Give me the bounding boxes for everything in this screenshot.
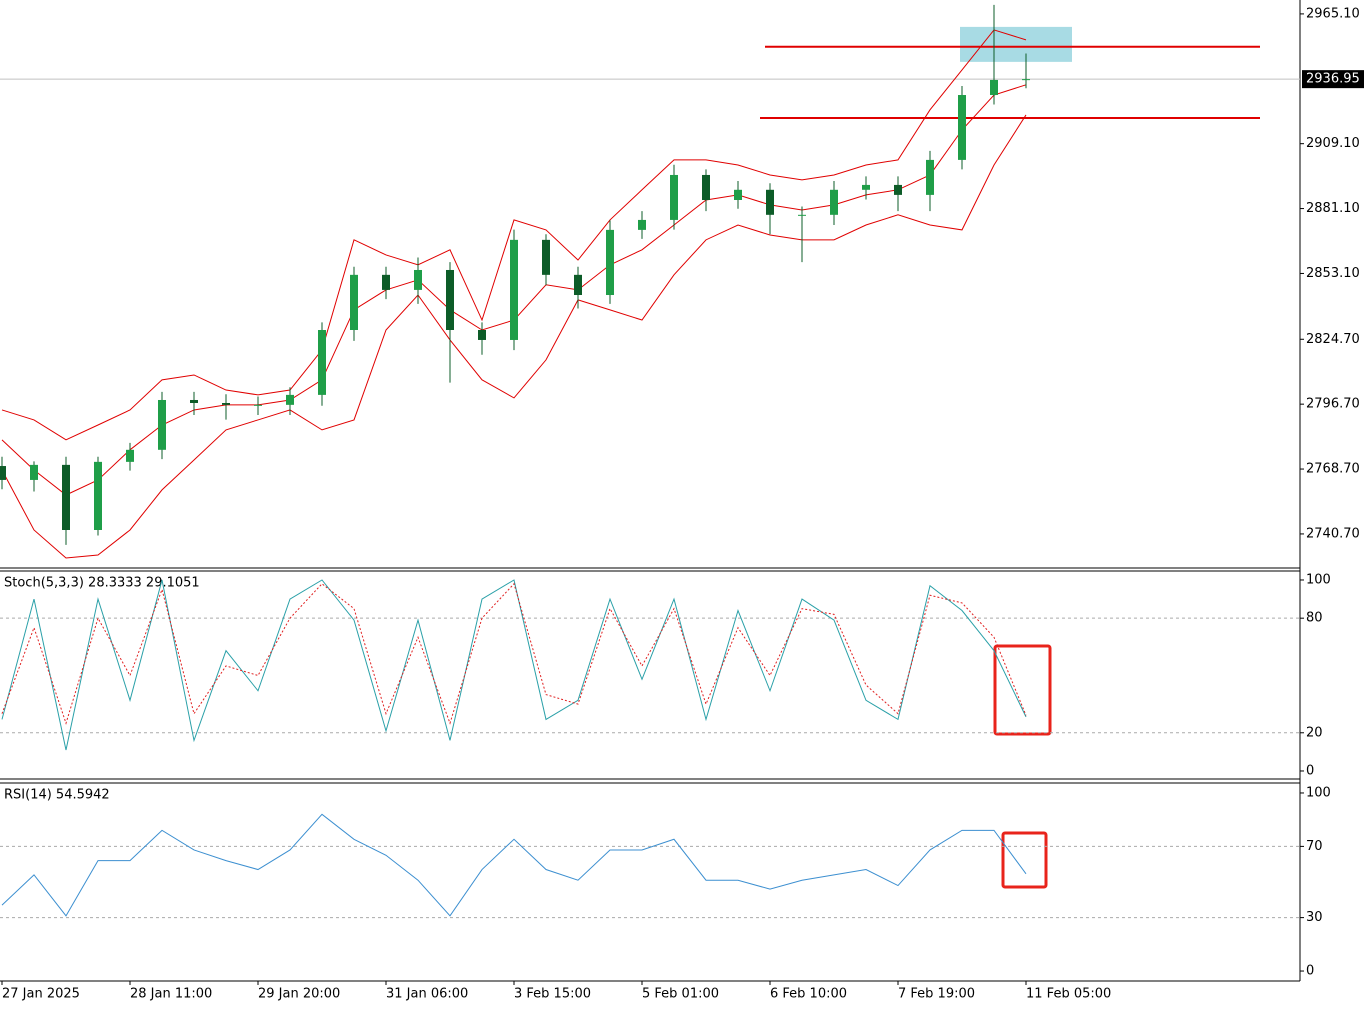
y-tick-label: 100 (1306, 572, 1331, 587)
candle-body (638, 219, 646, 230)
candle-body (574, 274, 582, 296)
candle-body (958, 95, 966, 160)
x-tick-label: 6 Feb 10:00 (770, 987, 847, 1002)
candle-body (94, 461, 102, 530)
candle-body (222, 402, 230, 405)
x-tick-label: 7 Feb 19:00 (898, 987, 975, 1002)
candle-body (126, 449, 134, 462)
y-tick-label: 20 (1306, 725, 1323, 740)
x-tick-label: 3 Feb 15:00 (514, 987, 591, 1002)
y-tick-label: 2909.10 (1306, 136, 1360, 151)
candle-body (414, 269, 422, 290)
candle-body (542, 239, 550, 275)
highlight-zone (960, 26, 1072, 62)
y-tick-label: 80 (1306, 611, 1323, 626)
x-tick-label: 28 Jan 11:00 (130, 987, 212, 1002)
candle-body (1022, 79, 1030, 81)
last-price-box (1302, 70, 1364, 89)
candle-body (702, 174, 710, 200)
indicator-title: RSI(14) 54.5942 (4, 788, 110, 803)
last-price-label: 2936.95 (1306, 72, 1360, 87)
x-tick-label: 29 Jan 20:00 (258, 987, 340, 1002)
x-tick-label: 11 Feb 05:00 (1026, 987, 1111, 1002)
candle-body (158, 399, 166, 450)
indicator-title: Stoch(5,3,3) 28.3333 29.1051 (4, 576, 200, 591)
y-tick-label: 2853.10 (1306, 266, 1360, 281)
candle-body (62, 464, 70, 530)
x-tick-label: 27 Jan 2025 (2, 987, 80, 1002)
y-tick-label: 2965.10 (1306, 6, 1360, 21)
y-tick-label: 2768.70 (1306, 462, 1360, 477)
highlight-box (993, 644, 1052, 736)
y-tick-label: 2740.70 (1306, 526, 1360, 541)
candle-body (350, 274, 358, 331)
y-tick-label: 2881.10 (1306, 201, 1360, 216)
candle-body (478, 330, 486, 340)
candle-body (798, 214, 806, 216)
highlight-box (1001, 831, 1048, 889)
indicator-line (1, 582, 1027, 725)
candle-body (734, 189, 742, 200)
y-tick-label: 2796.70 (1306, 397, 1360, 412)
candle-body (926, 159, 934, 195)
bollinger-band (1, 114, 1027, 559)
y-tick-label: 0 (1306, 763, 1314, 778)
candle-body (254, 404, 262, 406)
candle-body (382, 274, 390, 290)
candle-body (30, 464, 38, 480)
y-tick-label: 2824.70 (1306, 332, 1360, 347)
bollinger-band (1, 29, 1027, 441)
y-tick-label: 70 (1306, 839, 1323, 854)
y-tick-label: 100 (1306, 785, 1331, 800)
candle-body (286, 394, 294, 405)
candle-body (766, 189, 774, 215)
indicator-line (1, 579, 1027, 751)
candle-body (862, 184, 870, 190)
candle-body (0, 466, 6, 480)
candle-body (190, 399, 198, 403)
candle-body (830, 189, 838, 215)
candle-body (990, 79, 998, 96)
x-tick-label: 31 Jan 06:00 (386, 987, 468, 1002)
candle-body (606, 229, 614, 296)
candle-body (670, 174, 678, 220)
candle-body (318, 330, 326, 395)
y-tick-label: 0 (1306, 964, 1314, 979)
x-tick-label: 5 Feb 01:00 (642, 987, 719, 1002)
candle-body (510, 239, 518, 340)
candle-body (894, 184, 902, 195)
candle-body (446, 269, 454, 331)
indicator-line (1, 813, 1027, 917)
y-tick-label: 30 (1306, 910, 1323, 925)
